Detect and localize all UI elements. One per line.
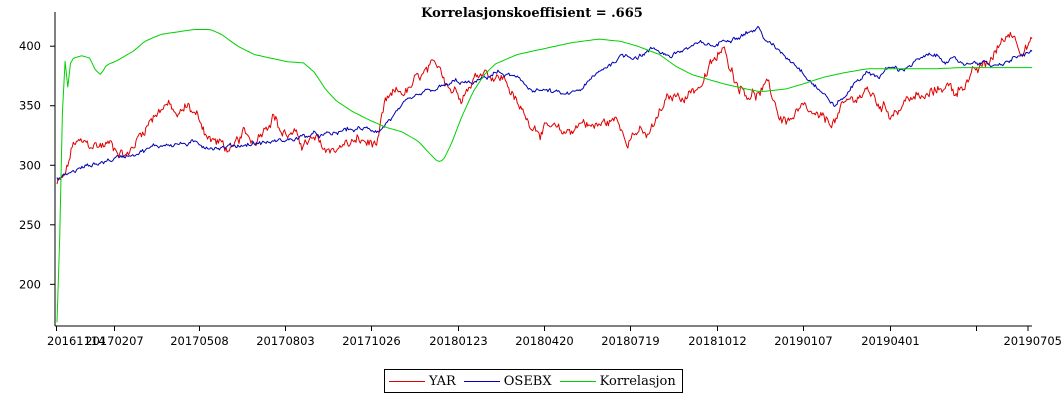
series-line-yar — [56, 31, 1033, 185]
x-tick-label: 20171026 — [342, 334, 401, 348]
legend-label: YAR — [429, 373, 456, 389]
x-tick-label: 20170803 — [256, 334, 315, 348]
legend-item: YAR — [389, 374, 456, 389]
legend-swatch — [389, 380, 425, 382]
legend-item: Korrelasjon — [559, 373, 676, 389]
y-tick-label: 350 — [19, 99, 41, 113]
y-tick-label: 400 — [19, 39, 41, 53]
y-tick-label: 250 — [19, 218, 41, 232]
legend-label: OSEBX — [503, 373, 552, 389]
y-tick-label: 300 — [19, 158, 41, 172]
y-tick-label: 200 — [19, 277, 41, 291]
legend: YAR OSEBX Korrelasjon — [384, 369, 683, 393]
legend-label: Korrelasjon — [599, 373, 676, 389]
x-tick-label: 20170207 — [85, 334, 144, 348]
series-layer — [56, 25, 1033, 323]
x-tick-label: 20180123 — [429, 334, 488, 348]
x-tick-label: 20190401 — [861, 334, 920, 348]
x-tick-label: 20161114 — [47, 334, 106, 348]
legend-item: OSEBX — [463, 373, 552, 389]
x-tick-label: 20170508 — [170, 334, 229, 348]
x-tick-label: 20190705 — [1003, 334, 1062, 348]
x-tick-label: 20181012 — [688, 334, 747, 348]
series-line-korrelasjon — [56, 29, 1032, 323]
x-tick-label: 20180719 — [601, 334, 660, 348]
series-line-osebx — [56, 25, 1033, 181]
legend-swatch — [463, 380, 500, 382]
x-tick-label: 20190107 — [774, 334, 833, 348]
chart-title: Korrelasjonskoeffisient = .665 — [421, 6, 643, 21]
legend-swatch — [559, 380, 596, 382]
x-tick-label: 20180420 — [515, 334, 574, 348]
